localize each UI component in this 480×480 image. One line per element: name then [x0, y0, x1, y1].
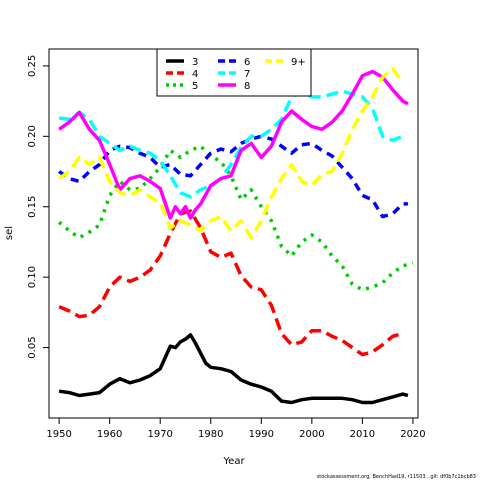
series-layer	[57, 66, 414, 405]
x-tick-label: 1950	[46, 429, 71, 440]
x-tick-label: 1990	[249, 429, 274, 440]
legend-label: 8	[244, 81, 250, 92]
legend-label: 4	[192, 69, 198, 80]
series-line-7	[58, 89, 404, 199]
x-tick-label: 1970	[147, 429, 172, 440]
legend: 345 678 9+	[156, 48, 312, 97]
x-tick-label: 2000	[299, 429, 324, 440]
y-axis-title: sel	[4, 226, 15, 240]
legend-label: 3	[192, 57, 198, 68]
x-tick-label: 1960	[97, 429, 122, 440]
x-axis: 1950 1960 1970 1980 1990 2000 2010 2020	[46, 418, 426, 440]
y-tick-label: 0.15	[27, 196, 38, 218]
legend-label: 5	[192, 81, 198, 92]
series-line-5	[57, 144, 414, 292]
footer-credit: stockassessment.org, BenchHad19, r11503 …	[317, 474, 476, 480]
legend-label: 9+	[291, 57, 306, 68]
series-line-9plus	[58, 66, 405, 240]
series-line-8	[58, 69, 409, 220]
y-tick-label: 0.25	[27, 55, 38, 77]
y-tick-label: 0.05	[27, 336, 38, 358]
series-line-3	[58, 333, 409, 405]
legend-label: 6	[244, 57, 250, 68]
y-tick-label: 0.10	[27, 266, 38, 288]
series-line-6	[58, 134, 408, 219]
x-tick-label: 2010	[350, 429, 375, 440]
series-line-4	[58, 209, 404, 357]
x-tick-label: 2020	[400, 429, 425, 440]
y-tick-label: 0.20	[27, 125, 38, 147]
x-tick-label: 1980	[198, 429, 223, 440]
x-axis-title: Year	[222, 456, 245, 467]
legend-label: 7	[244, 69, 250, 80]
y-axis: 0.05 0.10 0.15 0.20 0.25	[27, 55, 49, 359]
